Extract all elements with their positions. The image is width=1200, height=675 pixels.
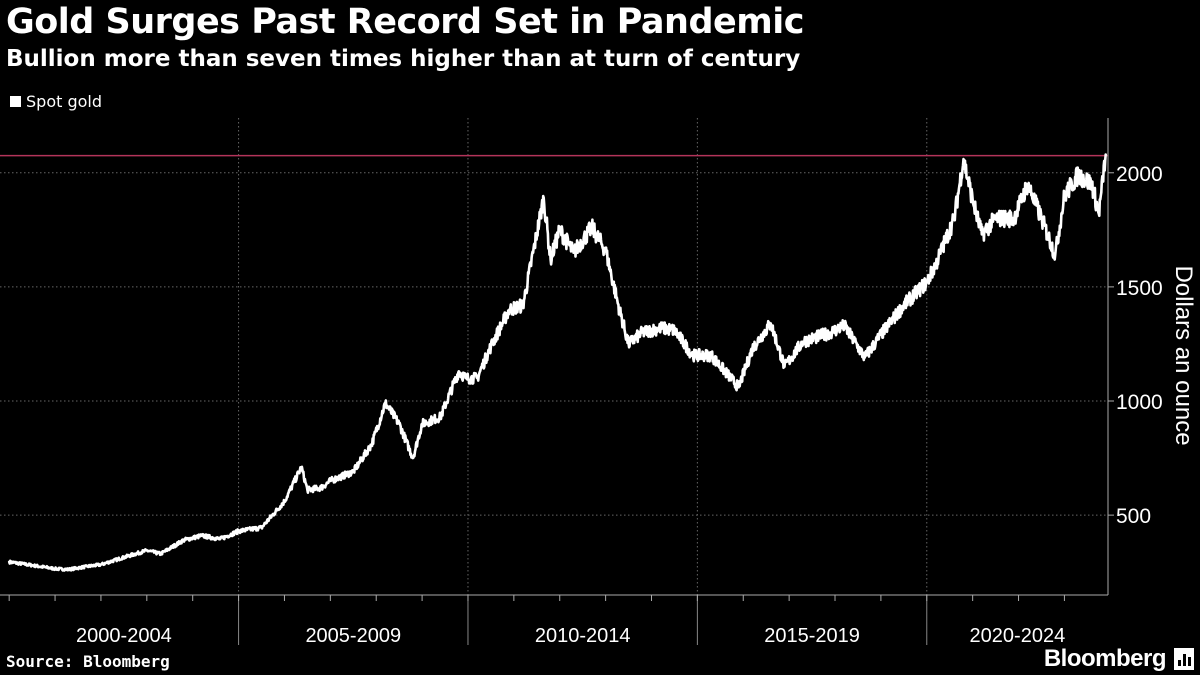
- axis-layer: 500 1000 1500 2000 2000-2004 2005-2009 2010-20…: [0, 118, 1163, 647]
- x-group-label: 2005-2009: [305, 625, 401, 647]
- y-tick-label: 500: [1116, 505, 1151, 528]
- chart-subtitle: Bullion more than seven times higher tha…: [6, 46, 801, 72]
- x-group-label: 2020-2024: [970, 625, 1066, 647]
- spot-gold-line: [7, 153, 1107, 572]
- source-note: Source: Bloomberg: [6, 652, 170, 671]
- x-group-label: 2010-2014: [535, 625, 631, 647]
- x-group-label: 2015-2019: [764, 625, 860, 647]
- y-tick-label: 2000: [1116, 163, 1163, 186]
- chart-title: Gold Surges Past Record Set in Pandemic: [6, 2, 804, 42]
- y-tick-label: 1000: [1116, 391, 1163, 414]
- x-group-label: 2000-2004: [76, 625, 172, 647]
- legend: Spot gold: [10, 92, 102, 111]
- grid-layer: [0, 118, 1108, 595]
- legend-swatch-spot-gold: [10, 96, 21, 107]
- bloomberg-chart-icon: [1174, 648, 1194, 670]
- bloomberg-logo: Bloomberg: [1043, 645, 1167, 672]
- y-tick-label: 1500: [1116, 277, 1163, 300]
- legend-label-spot-gold: Spot gold: [26, 92, 103, 111]
- y-axis-label: Dollars an ounce: [1170, 265, 1197, 445]
